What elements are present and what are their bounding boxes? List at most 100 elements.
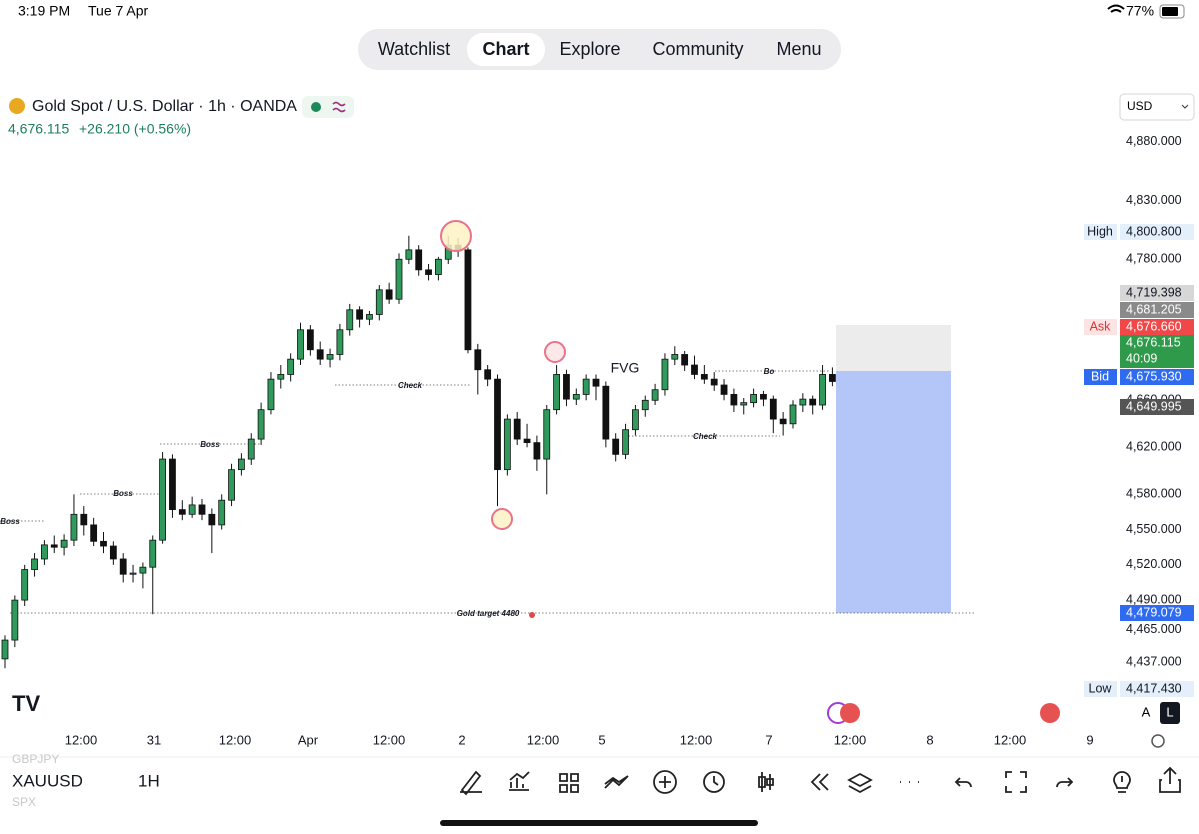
share-icon[interactable] xyxy=(1159,766,1181,793)
y-tick-label: 4,520.000 xyxy=(1126,557,1182,571)
candle-body xyxy=(366,314,373,320)
candle-body xyxy=(464,249,472,351)
candle-body xyxy=(149,539,157,568)
highlight-circle xyxy=(440,220,472,252)
market-open-dot xyxy=(311,102,321,112)
status-time: 3:19 PM xyxy=(18,3,70,19)
tab[interactable]: Chart xyxy=(482,39,529,59)
auto-scale-label: A xyxy=(1142,704,1151,719)
y-tick-label: 4,465.000 xyxy=(1126,622,1182,636)
price-tag-name-box xyxy=(1084,319,1117,335)
candle-body xyxy=(789,404,797,425)
candle-body xyxy=(208,513,216,526)
price-tag-label: 4,417.430 xyxy=(1126,681,1182,695)
tab[interactable]: Watchlist xyxy=(378,39,450,59)
undo-icon[interactable] xyxy=(954,777,972,788)
x-tick-label: 12:00 xyxy=(680,732,713,747)
auto-scale-btn[interactable] xyxy=(1136,702,1156,724)
candle-body xyxy=(237,458,245,471)
tab[interactable]: Community xyxy=(652,39,743,59)
price-tag-label: 4,800.800 xyxy=(1126,224,1182,238)
indicators-icon[interactable] xyxy=(509,771,530,791)
price-tag xyxy=(1120,319,1194,335)
candle-body xyxy=(326,354,334,360)
layers-icon[interactable] xyxy=(847,772,873,794)
battery-text: 77% xyxy=(1126,3,1154,19)
y-tick-label: 4,490.000 xyxy=(1126,592,1182,606)
tv-logo: TV xyxy=(12,691,40,716)
y-tick-label: 4,580.000 xyxy=(1126,487,1182,501)
add-icon[interactable] xyxy=(653,770,677,794)
candle-body xyxy=(247,438,255,460)
candle-body xyxy=(11,599,19,641)
price-tag-label: 4,676.660 xyxy=(1126,319,1182,333)
fullscreen-icon[interactable] xyxy=(1005,771,1027,793)
candle-body xyxy=(513,418,521,440)
candle-body xyxy=(159,458,167,541)
alert-icon[interactable] xyxy=(703,771,725,793)
candle-body xyxy=(257,409,265,440)
status-badge xyxy=(302,96,354,118)
toolbar-symbol[interactable]: XAUUSD xyxy=(12,771,83,790)
price-tag xyxy=(1120,302,1194,318)
prev-symbol: GBPJPY xyxy=(12,752,59,766)
candle-body xyxy=(553,374,560,411)
x-tick-label: 8 xyxy=(926,732,933,747)
candle-body xyxy=(760,394,767,400)
highlight-circle xyxy=(544,341,566,363)
price-tag-name-box xyxy=(1084,369,1117,385)
candle-body xyxy=(494,378,501,471)
candle-body xyxy=(277,374,285,380)
settings-icon[interactable] xyxy=(1151,734,1165,748)
currency-select[interactable] xyxy=(1119,93,1195,121)
highlight-circle xyxy=(491,508,513,530)
dropdown-arrow xyxy=(1181,104,1189,109)
candle-body xyxy=(809,398,817,406)
candle-body xyxy=(306,329,314,351)
redo-icon[interactable] xyxy=(1056,777,1074,788)
candle-body xyxy=(671,354,679,360)
draw-icon[interactable] xyxy=(460,770,482,796)
candle-body xyxy=(484,369,492,380)
candle-body xyxy=(730,394,738,406)
ideas-icon[interactable] xyxy=(1113,771,1131,793)
price-tag xyxy=(1120,681,1194,697)
candle-body xyxy=(632,409,639,431)
x-tick-label: 12:00 xyxy=(994,732,1027,747)
candle-body xyxy=(297,329,304,360)
candle-body xyxy=(582,378,590,395)
candle-body xyxy=(720,384,728,395)
candle-body xyxy=(710,378,718,386)
candle-body xyxy=(60,539,68,548)
candles-icon[interactable] xyxy=(758,772,774,792)
home-indicator xyxy=(440,820,758,826)
event-icon[interactable] xyxy=(1040,703,1060,723)
annotation: Boss xyxy=(200,440,220,449)
status-date: Tue 7 Apr xyxy=(88,3,149,19)
compare-icon[interactable] xyxy=(604,775,629,789)
toolbar-interval[interactable]: 1H xyxy=(138,771,160,790)
candle-body xyxy=(425,269,432,275)
log-scale-btn[interactable] xyxy=(1160,702,1180,724)
event-icon[interactable] xyxy=(840,703,860,723)
candle-body xyxy=(612,438,620,455)
y-tick-label: 4,880.000 xyxy=(1126,134,1182,148)
tab[interactable]: Menu xyxy=(776,39,821,59)
replay-icon[interactable] xyxy=(810,773,829,791)
symbol-logo xyxy=(9,98,25,114)
annotation: Bo xyxy=(764,367,775,376)
candle-body xyxy=(41,544,48,560)
x-tick-label: 7 xyxy=(765,732,772,747)
templates-icon[interactable] xyxy=(559,773,579,793)
candle-body xyxy=(563,374,570,400)
x-tick-label: 2 xyxy=(458,732,465,747)
candle-body xyxy=(198,504,206,515)
tab[interactable]: Explore xyxy=(559,39,620,59)
candle-body xyxy=(139,566,147,574)
price-tag xyxy=(1120,285,1194,301)
x-tick-label: 9 xyxy=(1086,732,1093,747)
price-tag xyxy=(1120,335,1194,368)
annotation: Check xyxy=(398,381,423,390)
